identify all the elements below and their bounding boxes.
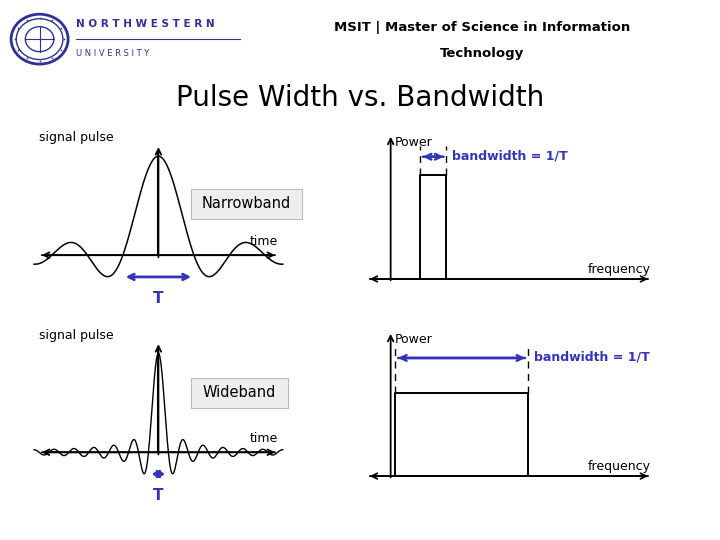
Text: U N I V E R S I T Y: U N I V E R S I T Y: [76, 50, 149, 58]
Text: signal pulse: signal pulse: [39, 131, 114, 144]
Text: N O R T H W E S T E R N: N O R T H W E S T E R N: [76, 19, 215, 29]
Text: time: time: [250, 235, 278, 248]
Text: Technology: Technology: [440, 48, 525, 60]
Text: T: T: [153, 291, 163, 306]
Text: signal pulse: signal pulse: [39, 328, 114, 341]
Text: time: time: [250, 433, 278, 446]
Text: Power: Power: [395, 136, 432, 149]
Text: Power: Power: [395, 333, 432, 346]
Text: bandwidth = 1/T: bandwidth = 1/T: [534, 350, 649, 363]
Text: MSIT | Master of Science in Information: MSIT | Master of Science in Information: [334, 21, 631, 33]
Text: Pulse Width vs. Bandwidth: Pulse Width vs. Bandwidth: [176, 84, 544, 112]
Text: T: T: [153, 488, 163, 503]
Text: Wideband: Wideband: [203, 386, 276, 400]
Text: frequency: frequency: [588, 262, 651, 275]
Text: Narrowband: Narrowband: [202, 197, 291, 211]
Text: bandwidth = 1/T: bandwidth = 1/T: [452, 150, 567, 163]
Text: frequency: frequency: [588, 460, 651, 472]
